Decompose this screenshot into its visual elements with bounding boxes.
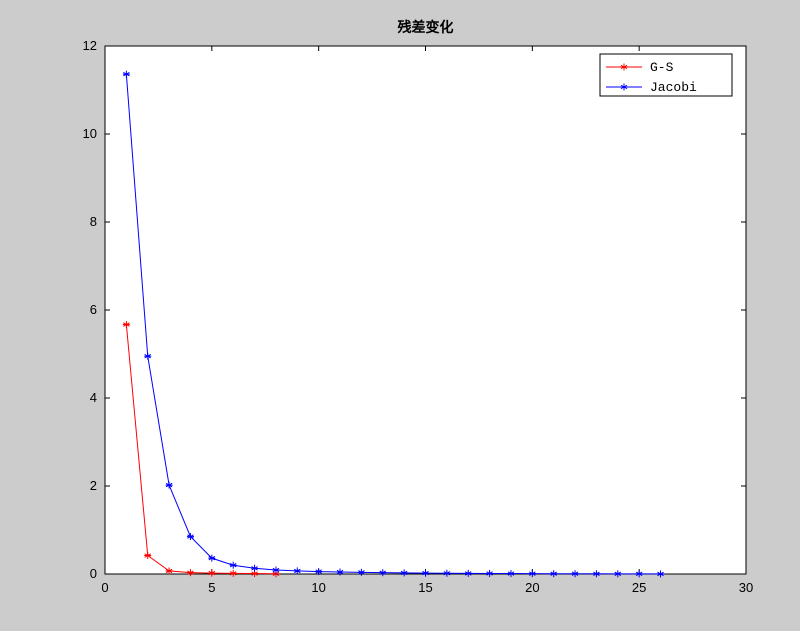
legend-label: G-S bbox=[650, 60, 674, 75]
y-tick-label: 4 bbox=[90, 390, 97, 405]
x-tick-label: 0 bbox=[101, 580, 108, 595]
x-tick-label: 20 bbox=[525, 580, 539, 595]
x-tick-label: 10 bbox=[311, 580, 325, 595]
y-tick-label: 2 bbox=[90, 478, 97, 493]
chart-svg: 0 5 10 15 20 25 30 0 2 4 6 8 10 12 残差变化 G-S Jacobi bbox=[0, 0, 800, 631]
y-tick-label: 10 bbox=[83, 126, 97, 141]
x-tick-label: 5 bbox=[208, 580, 215, 595]
y-tick-label: 12 bbox=[83, 38, 97, 53]
x-tick-label: 15 bbox=[418, 580, 432, 595]
y-tick-label: 0 bbox=[90, 566, 97, 581]
figure-container: 0 5 10 15 20 25 30 0 2 4 6 8 10 12 残差变化 G-S Jacobi bbox=[0, 0, 800, 631]
y-tick-label: 8 bbox=[90, 214, 97, 229]
plot-area bbox=[105, 46, 746, 574]
y-tick-label: 6 bbox=[90, 302, 97, 317]
chart-title: 残差变化 bbox=[398, 19, 454, 35]
x-tick-label: 30 bbox=[739, 580, 753, 595]
legend-label: Jacobi bbox=[650, 80, 697, 95]
x-tick-label: 25 bbox=[632, 580, 646, 595]
